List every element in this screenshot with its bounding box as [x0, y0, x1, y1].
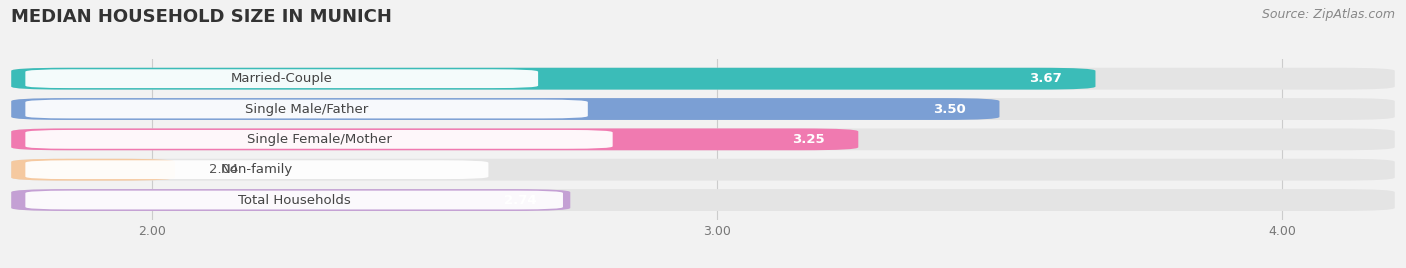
- Text: 3.67: 3.67: [1029, 72, 1062, 85]
- Text: 2.04: 2.04: [209, 163, 238, 176]
- Text: Married-Couple: Married-Couple: [231, 72, 333, 85]
- Text: 3.50: 3.50: [932, 103, 966, 116]
- FancyBboxPatch shape: [25, 100, 588, 118]
- FancyBboxPatch shape: [11, 98, 1395, 120]
- Text: 2.74: 2.74: [503, 193, 537, 207]
- Text: MEDIAN HOUSEHOLD SIZE IN MUNICH: MEDIAN HOUSEHOLD SIZE IN MUNICH: [11, 8, 392, 26]
- FancyBboxPatch shape: [11, 128, 858, 150]
- FancyBboxPatch shape: [11, 98, 1000, 120]
- Text: Non-family: Non-family: [221, 163, 292, 176]
- FancyBboxPatch shape: [11, 189, 571, 211]
- FancyBboxPatch shape: [25, 160, 488, 179]
- Text: 3.25: 3.25: [792, 133, 824, 146]
- FancyBboxPatch shape: [25, 191, 562, 210]
- FancyBboxPatch shape: [25, 130, 613, 149]
- Text: Source: ZipAtlas.com: Source: ZipAtlas.com: [1261, 8, 1395, 21]
- FancyBboxPatch shape: [11, 128, 1395, 150]
- FancyBboxPatch shape: [11, 159, 1395, 181]
- Text: Total Households: Total Households: [238, 193, 350, 207]
- FancyBboxPatch shape: [11, 68, 1395, 90]
- FancyBboxPatch shape: [11, 68, 1095, 90]
- FancyBboxPatch shape: [11, 189, 1395, 211]
- Text: Single Male/Father: Single Male/Father: [245, 103, 368, 116]
- FancyBboxPatch shape: [11, 159, 174, 181]
- Text: Single Female/Mother: Single Female/Mother: [246, 133, 391, 146]
- FancyBboxPatch shape: [25, 69, 538, 88]
